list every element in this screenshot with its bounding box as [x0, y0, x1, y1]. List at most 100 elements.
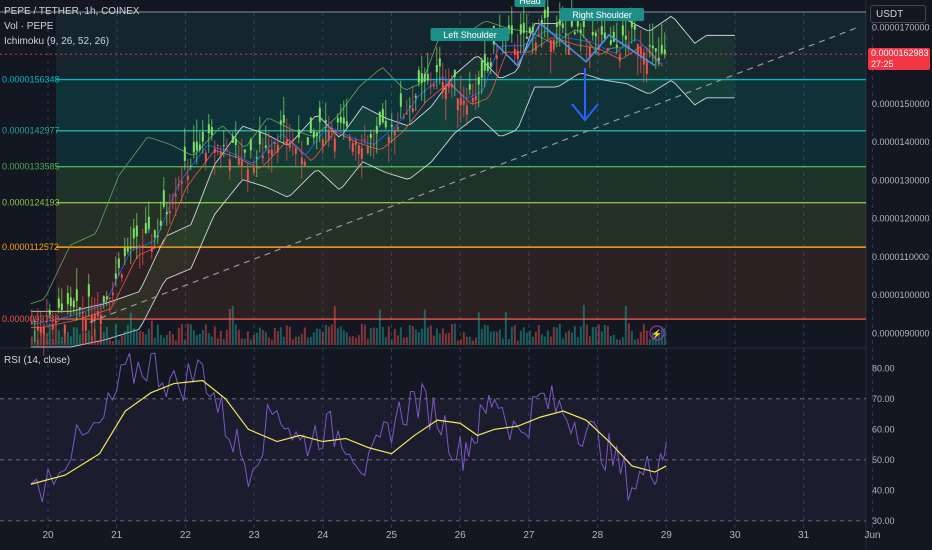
- volume-bar: [471, 340, 474, 345]
- candle-body: [654, 48, 657, 52]
- candle-body: [609, 40, 612, 45]
- volume-bar: [72, 327, 75, 345]
- candle-body: [651, 45, 654, 49]
- candle-body: [381, 108, 384, 123]
- volume-bar: [405, 336, 408, 345]
- fib-level-label: 0.0000124193: [2, 198, 60, 208]
- volume-bar: [417, 331, 420, 345]
- volume-bar: [564, 332, 567, 345]
- candle-body: [420, 73, 423, 83]
- volume-bar: [105, 326, 108, 345]
- candle-body: [633, 24, 636, 30]
- volume-bar: [78, 334, 81, 345]
- volume-bar: [645, 330, 648, 345]
- down-arrow-head[interactable]: [571, 103, 599, 122]
- candle-body: [468, 84, 471, 90]
- volume-bar: [432, 335, 435, 345]
- candle-body: [438, 58, 441, 67]
- volume-bar: [369, 328, 372, 345]
- volume-bar: [249, 339, 252, 345]
- candle-body: [231, 135, 234, 143]
- volume-bar: [222, 339, 225, 345]
- volume-bar: [357, 335, 360, 345]
- volume-bar: [210, 336, 213, 345]
- candle-body: [525, 36, 528, 39]
- volume-bar: [618, 339, 621, 345]
- volume-bar: [180, 323, 183, 345]
- candle-body: [102, 296, 105, 303]
- volume-bar: [324, 324, 327, 345]
- volume-bar: [516, 340, 519, 345]
- volume-bar: [375, 327, 378, 345]
- candle-body: [96, 311, 99, 317]
- candle-body: [330, 128, 333, 133]
- rsi-ma-line: [30, 379, 667, 485]
- candle-body: [612, 31, 615, 42]
- volume-bar: [123, 331, 126, 345]
- volume-bar: [342, 330, 345, 345]
- candle-body: [555, 23, 558, 27]
- volume-bar: [120, 335, 123, 345]
- trendline[interactable]: [89, 26, 859, 323]
- volume-bar: [561, 338, 564, 345]
- candle-body: [243, 149, 246, 153]
- volume-bar: [558, 323, 561, 345]
- volume-bar: [87, 330, 90, 345]
- candle-body: [474, 96, 477, 101]
- volume-bar: [351, 336, 354, 345]
- candle-body: [234, 138, 237, 145]
- x-tick-label: 22: [180, 530, 192, 541]
- y-tick-label: 0.0000120000: [872, 214, 930, 224]
- candle-body: [222, 144, 225, 146]
- candle-body: [645, 59, 648, 75]
- candle-body: [396, 126, 399, 130]
- head-shoulders-outline[interactable]: [493, 22, 656, 67]
- volume-bar: [489, 331, 492, 345]
- candle-body: [462, 100, 465, 105]
- volume-bar: [96, 340, 99, 345]
- volume-bar: [321, 331, 324, 345]
- candle-body: [252, 167, 255, 173]
- candle-body: [156, 235, 159, 238]
- volume-bar: [102, 332, 105, 345]
- candle-body: [147, 216, 150, 230]
- lightning-icon-circle: [649, 325, 665, 341]
- volume-bar: [636, 338, 639, 345]
- volume-bar: [525, 332, 528, 345]
- x-tick-label: 21: [111, 530, 123, 541]
- candle-body: [189, 165, 192, 167]
- currency-selector[interactable]: USDT: [870, 5, 926, 23]
- x-tick-label: 28: [592, 530, 604, 541]
- candle-body: [261, 155, 264, 159]
- volume-bar: [552, 327, 555, 345]
- volume-bar: [480, 328, 483, 345]
- volume-bar: [435, 328, 438, 345]
- volume-bar: [252, 335, 255, 345]
- volume-bar: [660, 326, 663, 345]
- candle-body: [465, 105, 468, 115]
- volume-bar: [345, 332, 348, 345]
- candle-body: [153, 230, 156, 238]
- volume-bar: [327, 326, 330, 345]
- lightning-icon[interactable]: ⚡: [649, 325, 665, 341]
- volume-bar: [597, 324, 600, 345]
- candle-body: [225, 149, 228, 151]
- candle-body: [240, 160, 243, 167]
- annotation-box: [559, 8, 645, 21]
- candle-body: [270, 149, 273, 156]
- candle-body: [258, 132, 261, 145]
- candle-body: [624, 35, 627, 40]
- candle-body: [354, 140, 357, 145]
- volume-bar: [303, 327, 306, 345]
- rsi-y-tick-label: 70.00: [872, 394, 895, 404]
- candle-body: [336, 118, 339, 123]
- candle-body: [528, 27, 531, 34]
- candle-body: [615, 44, 618, 48]
- volume-bar: [540, 334, 543, 345]
- annotation-box: [430, 28, 510, 41]
- ichimoku-indicator-label: Ichimoku (9, 26, 52, 26): [4, 36, 110, 47]
- volume-bar: [537, 325, 540, 345]
- candle-body: [312, 131, 315, 138]
- volume-bar: [339, 326, 342, 345]
- candle-body: [570, 17, 573, 27]
